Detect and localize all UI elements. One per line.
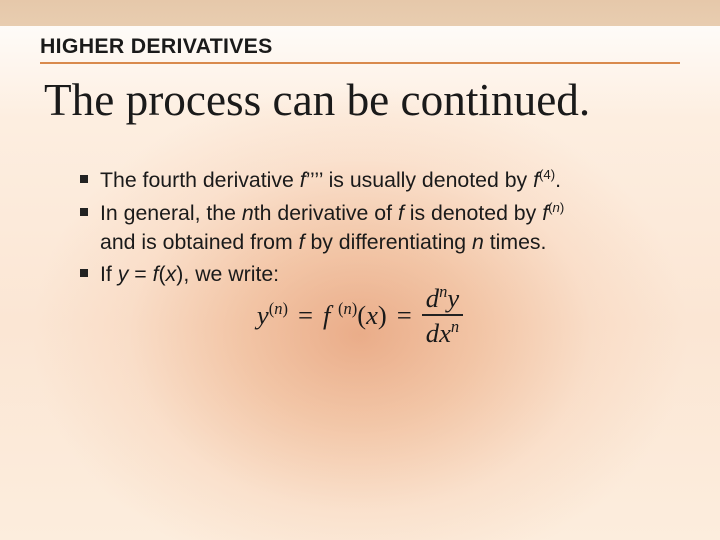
math-y: y (447, 283, 459, 313)
paren: ) (282, 299, 288, 318)
math-y: y (118, 262, 129, 286)
text: derivative of (271, 201, 397, 225)
equals: = (397, 300, 412, 331)
fraction-numerator: dny (422, 284, 463, 311)
text: The fourth derivative (100, 168, 300, 192)
fraction: dny dxn (422, 284, 463, 346)
paren: ( (159, 262, 166, 286)
math-n: n (472, 230, 484, 254)
text: If (100, 262, 118, 286)
equation-inner: y(n) = f (n)(x) = dny dxn (257, 284, 463, 346)
text: th (254, 201, 272, 225)
sup-val: n (553, 200, 560, 215)
slide: HIGHER DERIVATIVES The process can be co… (0, 0, 720, 540)
section-label: HIGHER DERIVATIVES (40, 34, 273, 59)
display-equation: y(n) = f (n)(x) = dny dxn (0, 284, 720, 346)
text: is usually denoted by (323, 168, 533, 192)
fraction-denominator: dxn (422, 319, 463, 346)
superscript: (n) (269, 299, 288, 318)
paren: ) (560, 200, 564, 215)
equals: = (298, 300, 313, 331)
superscript: (n) (338, 299, 357, 318)
slide-title: The process can be continued. (44, 74, 700, 126)
text: = (128, 262, 152, 286)
math-d: d (426, 283, 439, 313)
paren: ( (357, 300, 366, 330)
text: , we write: (183, 262, 279, 286)
math-y: y (257, 300, 269, 330)
primes: ’’’’ (306, 168, 323, 192)
bullet-list: The fourth derivative f’’’’ is usually d… (80, 166, 674, 293)
math-x: x (166, 262, 177, 286)
text: by differentiating (305, 230, 472, 254)
math-n: n (242, 201, 254, 225)
divider-rule (40, 62, 680, 64)
bullet-item: The fourth derivative f’’’’ is usually d… (80, 166, 674, 195)
superscript: n (439, 282, 447, 301)
superscript: (4) (539, 167, 555, 182)
math-x: x (366, 300, 378, 330)
text: . (555, 168, 561, 192)
bullet-item: In general, the nth derivative of f is d… (80, 199, 674, 257)
eq-lhs: y(n) (257, 299, 288, 331)
sup-val: n (343, 299, 351, 318)
eq-mid: f (n)(x) (323, 299, 387, 331)
text: is denoted by (404, 201, 542, 225)
math-d: d (426, 318, 439, 348)
paren: ) (378, 300, 387, 330)
paren: ) (352, 299, 358, 318)
text: times. (484, 230, 547, 254)
fraction-bar (422, 314, 463, 315)
math-x: x (439, 318, 451, 348)
superscript: n (451, 317, 459, 336)
text: and is obtained from (100, 230, 299, 254)
superscript: (n) (548, 200, 564, 215)
sup-val: 4 (543, 167, 550, 182)
paren: ) (551, 167, 555, 182)
text: In general, the (100, 201, 242, 225)
top-accent-bar (0, 0, 720, 26)
